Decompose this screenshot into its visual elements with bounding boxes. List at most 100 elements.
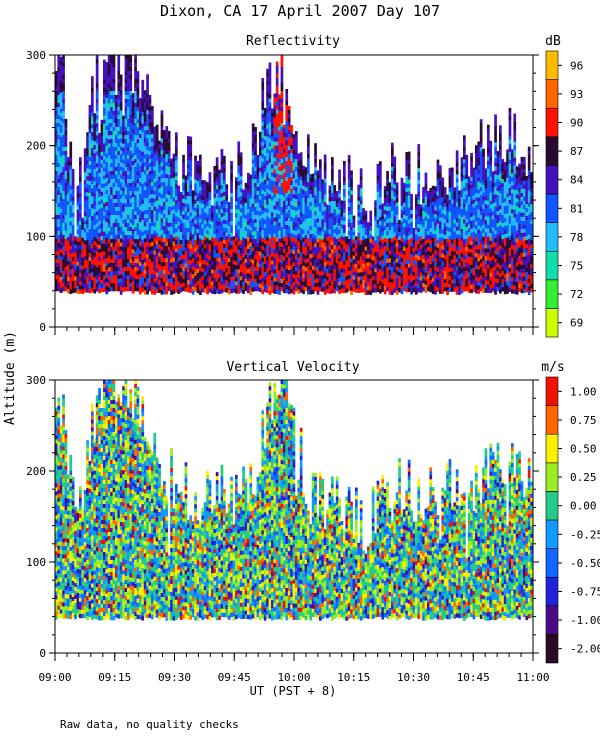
reflectivity-cell (343, 184, 346, 190)
reflectivity-cell (55, 215, 58, 220)
reflectivity-cell (263, 279, 267, 285)
reflectivity-cell (129, 199, 133, 204)
reflectivity-cell (187, 232, 190, 237)
reflectivity-cell (115, 146, 118, 152)
reflectivity-cell (64, 202, 68, 208)
reflectivity-cell (119, 138, 123, 143)
reflectivity-cell (280, 135, 284, 140)
reflectivity-cell (179, 288, 183, 293)
reflectivity-cell (115, 98, 118, 104)
reflectivity-cell (275, 181, 279, 186)
reflectivity-cell (311, 285, 315, 290)
reflectivity-cell (311, 277, 315, 282)
reflectivity-cell (119, 210, 123, 215)
reflectivity-cell (91, 124, 94, 129)
reflectivity-cell (292, 242, 296, 247)
reflectivity-cell (275, 249, 279, 254)
reflectivity-cell (338, 277, 341, 282)
reflectivity-cell (124, 175, 128, 180)
reflectivity-cell (141, 207, 145, 213)
reflectivity-cell (237, 289, 241, 294)
reflectivity-cell (112, 95, 116, 100)
reflectivity-cell (319, 247, 322, 252)
reflectivity-cell (86, 236, 89, 241)
reflectivity-cell (148, 239, 152, 244)
reflectivity-cell (184, 271, 188, 276)
reflectivity-cell (127, 267, 130, 272)
reflectivity-cell (129, 115, 133, 120)
reflectivity-cell (347, 171, 351, 176)
reflectivity-cell (127, 235, 130, 240)
reflectivity-cell (107, 247, 111, 252)
reflectivity-cell (129, 183, 133, 188)
reflectivity-cell (136, 171, 140, 176)
reflectivity-cell (127, 127, 130, 132)
reflectivity-cell (100, 243, 104, 249)
reflectivity-cell (280, 283, 284, 288)
reflectivity-cell (319, 195, 322, 200)
reflectivity-cell (343, 216, 346, 222)
reflectivity-cell (105, 222, 109, 227)
reflectivity-cell (115, 198, 118, 204)
reflectivity-cell (275, 165, 279, 170)
reflectivity-cell (206, 214, 209, 219)
reflectivity-cell (307, 230, 310, 235)
reflectivity-cell (57, 219, 61, 224)
reflectivity-cell (103, 139, 106, 144)
reflectivity-cell (182, 262, 185, 268)
reflectivity-cell (134, 199, 137, 204)
reflectivity-cell (98, 256, 101, 262)
reflectivity-cell (177, 249, 181, 254)
reflectivity-cell (215, 181, 219, 186)
reflectivity-cell (143, 282, 147, 287)
reflectivity-cell (225, 268, 229, 273)
reflectivity-cell (134, 271, 137, 276)
reflectivity-cell (172, 177, 176, 182)
reflectivity-cell (208, 180, 212, 185)
reflectivity-cell (271, 192, 274, 197)
reflectivity-cell (263, 243, 267, 249)
reflectivity-cell (107, 263, 111, 268)
reflectivity-cell (357, 192, 361, 197)
reflectivity-cell (91, 76, 94, 81)
reflectivity-cell (76, 245, 80, 250)
reflectivity-cell (273, 217, 277, 222)
reflectivity-cell (146, 94, 149, 99)
reflectivity-cell (285, 153, 289, 158)
reflectivity-cell (194, 207, 197, 212)
reflectivity-cell (165, 166, 169, 171)
reflectivity-cell (331, 193, 334, 198)
reflectivity-cell (275, 173, 279, 178)
reflectivity-cell (163, 266, 166, 271)
reflectivity-cell (259, 279, 262, 284)
reflectivity-cell (249, 202, 253, 207)
reflectivity-cell (215, 289, 219, 294)
reflectivity-cell (59, 112, 63, 117)
reflectivity-cell (201, 268, 205, 273)
reflectivity-cell (88, 217, 92, 222)
reflectivity-cell (160, 266, 164, 271)
reflectivity-cell (57, 167, 61, 172)
reflectivity-cell (211, 221, 214, 226)
reflectivity-cell (220, 181, 224, 186)
reflectivity-cell (86, 156, 89, 161)
reflectivity-cell (95, 287, 99, 292)
reflectivity-cell (249, 286, 253, 291)
reflectivity-cell (323, 182, 327, 187)
reflectivity-cell (220, 189, 224, 194)
reflectivity-cell (201, 212, 205, 217)
reflectivity-cell (187, 180, 190, 185)
reflectivity-cell (153, 246, 157, 251)
reflectivity-cell (170, 174, 173, 179)
reflectivity-cell (129, 75, 133, 80)
reflectivity-cell (259, 167, 262, 172)
reflectivity-cell (326, 260, 329, 265)
reflectivity-cell (254, 231, 257, 236)
reflectivity-cell (239, 272, 243, 277)
reflectivity-cell (155, 228, 159, 233)
reflectivity-cell (283, 228, 286, 234)
reflectivity-cell (251, 231, 255, 236)
reflectivity-cell (215, 157, 219, 162)
reflectivity-cell (235, 281, 238, 286)
reflectivity-cell (299, 172, 303, 177)
